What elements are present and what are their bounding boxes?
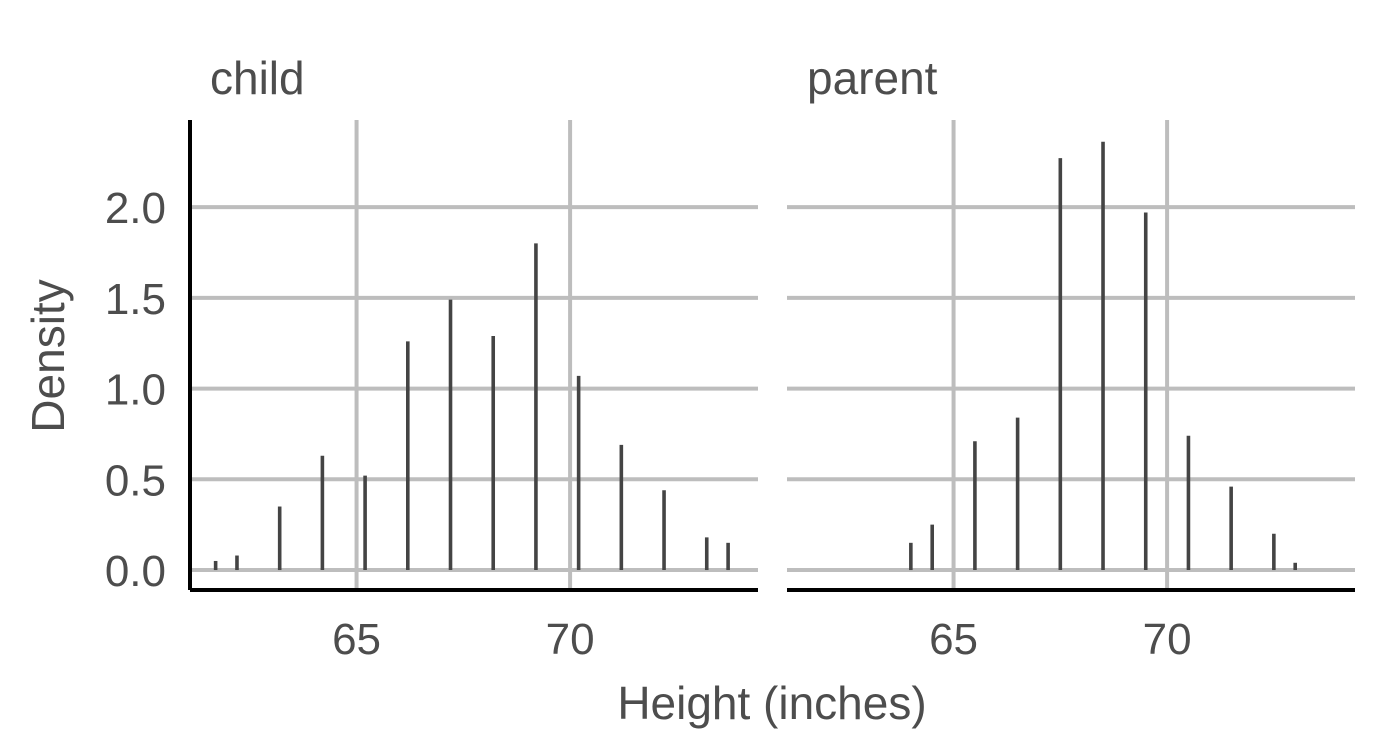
x-tick-label: 70 (546, 615, 595, 664)
y-tick-label: 0.0 (105, 547, 166, 596)
y-tick-label: 1.5 (105, 275, 166, 324)
panel-title: parent (807, 52, 938, 104)
y-axis-title: Density (22, 279, 74, 432)
y-tick-label: 0.5 (105, 456, 166, 505)
x-tick-label: 65 (929, 615, 978, 664)
panels-container: 0.0 0.5 1.0 1.5 2.0 65 70 child 65 70 parent (105, 52, 1355, 664)
x-axis-title: Height (inches) (617, 677, 926, 729)
x-tick-label: 70 (1143, 615, 1192, 664)
panel-parent: 65 70 parent (787, 52, 1355, 664)
panel-title: child (210, 52, 305, 104)
y-tick-label: 1.0 (105, 366, 166, 415)
x-tick-label: 65 (332, 615, 381, 664)
y-tick-label: 2.0 (105, 184, 166, 233)
panel-child: 0.0 0.5 1.0 1.5 2.0 65 70 child (105, 52, 758, 664)
